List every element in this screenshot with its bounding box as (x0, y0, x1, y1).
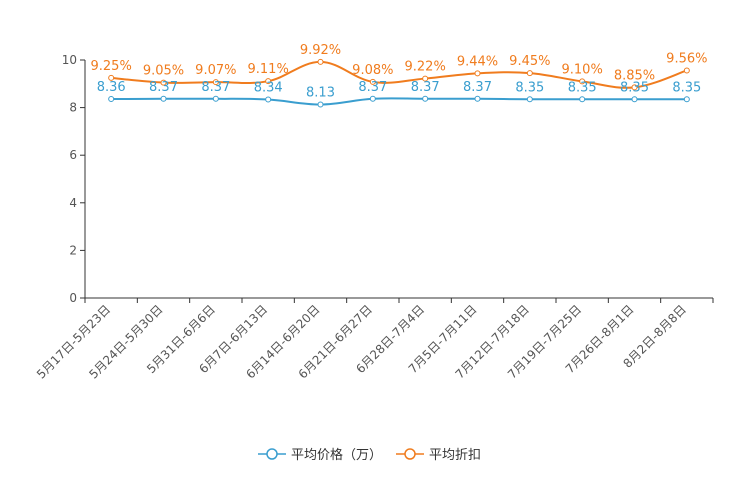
data-point[interactable] (579, 78, 586, 85)
data-label: 8.37 (149, 80, 178, 95)
data-label: 8.37 (463, 80, 492, 95)
data-point[interactable] (265, 96, 272, 103)
y-tick-label: 2 (69, 243, 77, 257)
data-label: 9.92% (300, 43, 341, 58)
legend-label: 平均价格（万） (291, 447, 382, 463)
data-label: 9.44% (457, 54, 498, 69)
data-labels: 8.36 8.37 8.37 8.34 8.13 8.37 8.37 8.37 8.35 8.35… (91, 43, 708, 101)
data-label: 9.11% (248, 62, 289, 77)
data-label: 8.36 (97, 80, 126, 95)
data-label: 8.35 (620, 80, 649, 95)
y-tick-label: 4 (69, 196, 77, 210)
legend-circle-icon (266, 448, 278, 460)
y-tick-label: 10 (62, 53, 77, 67)
series-line-1 (111, 97, 687, 106)
data-label: 9.05% (143, 64, 184, 79)
legend-circle-icon (404, 448, 416, 460)
data-point[interactable] (579, 96, 586, 103)
data-label: 9.25% (91, 59, 132, 74)
data-label: 8.13 (306, 86, 335, 101)
data-point[interactable] (526, 96, 533, 103)
data-label: 8.37 (358, 80, 387, 95)
data-label: 8.37 (411, 80, 440, 95)
data-point[interactable] (474, 70, 481, 77)
data-point[interactable] (369, 95, 376, 102)
data-point[interactable] (212, 95, 219, 102)
legend-item-2[interactable]: 平均折扣 (396, 448, 481, 463)
data-label: 9.10% (562, 62, 603, 77)
y-tick-label: 6 (69, 148, 77, 162)
data-label: 8.35 (568, 80, 597, 95)
data-label: 8.34 (254, 81, 283, 96)
legend[interactable]: 平均价格（万） 平均折扣 (258, 447, 481, 463)
data-point[interactable] (474, 95, 481, 102)
data-point[interactable] (422, 95, 429, 102)
data-label: 8.85% (614, 68, 655, 83)
data-label: 8.35 (515, 80, 544, 95)
y-tick-label: 0 (69, 291, 77, 305)
data-point[interactable] (265, 78, 272, 85)
legend-item-1[interactable]: 平均价格（万） (258, 447, 382, 463)
data-point[interactable] (212, 79, 219, 86)
data-point[interactable] (369, 78, 376, 85)
data-point[interactable] (108, 96, 115, 103)
data-point[interactable] (683, 96, 690, 103)
series-lines (108, 58, 690, 108)
data-label: 9.22% (405, 60, 446, 75)
data-point[interactable] (160, 79, 167, 86)
data-point[interactable] (631, 96, 638, 103)
axes: 02468105月17日-5月23日5月24日-5月30日5月31日-6月6日6… (34, 53, 714, 382)
data-point[interactable] (317, 101, 324, 108)
data-label: 8.35 (672, 80, 701, 95)
data-point[interactable] (683, 67, 690, 74)
data-point[interactable] (631, 84, 638, 91)
data-point[interactable] (422, 75, 429, 82)
data-label: 9.07% (195, 63, 236, 78)
data-label: 9.56% (666, 51, 707, 66)
data-label: 8.37 (201, 80, 230, 95)
legend-label: 平均折扣 (429, 448, 481, 463)
data-point[interactable] (526, 70, 533, 77)
data-point[interactable] (160, 95, 167, 102)
data-point[interactable] (317, 58, 324, 65)
data-point[interactable] (108, 74, 115, 81)
data-label: 9.45% (509, 54, 550, 69)
data-label: 9.08% (352, 63, 393, 78)
series-line-2 (111, 60, 688, 89)
y-tick-label: 8 (69, 101, 77, 115)
